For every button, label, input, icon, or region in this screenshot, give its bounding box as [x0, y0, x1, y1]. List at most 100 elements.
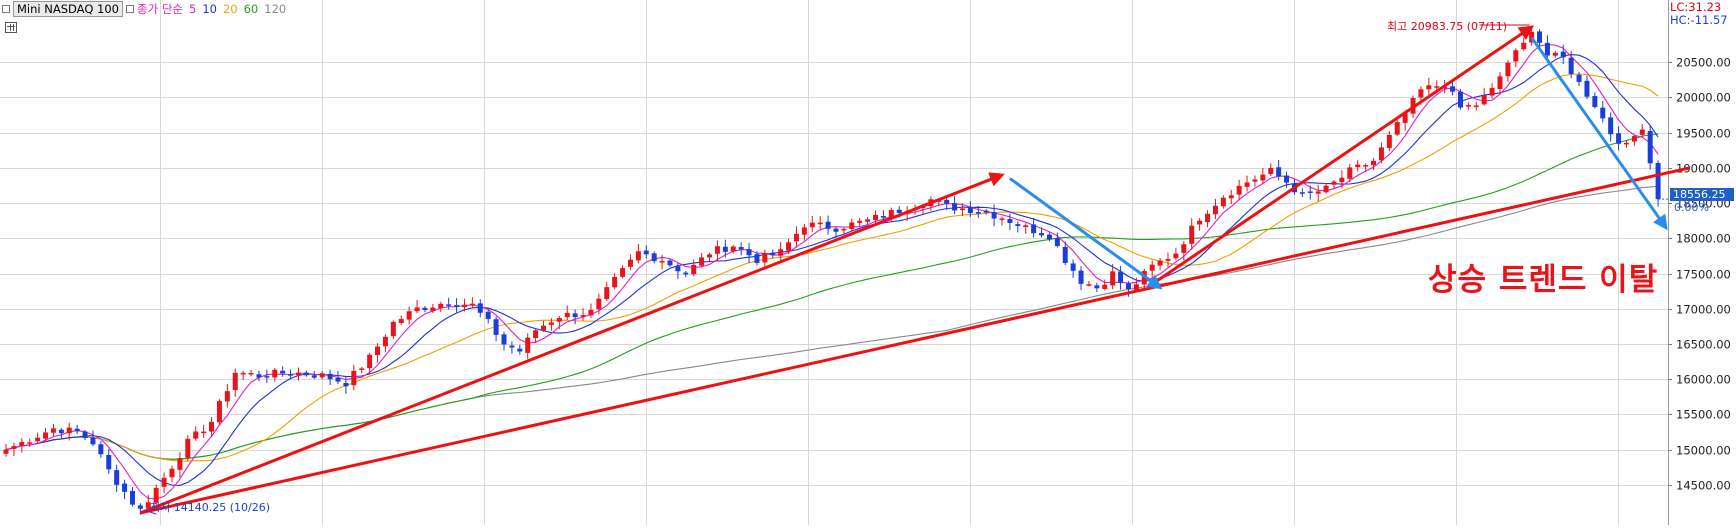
candle-body — [19, 442, 25, 446]
candle-body — [1315, 191, 1321, 194]
candle-body — [675, 266, 681, 272]
candle-body — [3, 449, 9, 454]
candle-body — [216, 401, 222, 423]
candle-body — [446, 304, 452, 306]
candle-body — [74, 428, 80, 432]
candle-body — [1386, 134, 1392, 149]
y-tick-label: 14500.00 — [1676, 479, 1731, 493]
candle-body — [343, 382, 349, 387]
candle-body — [1497, 76, 1503, 90]
candle-body — [857, 220, 863, 223]
trendline-red — [1151, 25, 1535, 286]
candle-body — [1592, 96, 1598, 108]
candle-body — [1450, 86, 1456, 92]
ma-period-5: 5 — [189, 1, 197, 16]
candle-body — [114, 470, 120, 485]
candle-body — [809, 222, 815, 228]
instrument-title[interactable]: Mini NASDAQ 100 — [13, 0, 124, 17]
candle-body — [1576, 74, 1582, 82]
candle-body — [1631, 136, 1637, 142]
candle-body — [952, 203, 958, 211]
candle-body — [1639, 129, 1645, 135]
candle-body — [888, 209, 894, 219]
candle-body — [967, 207, 973, 214]
ma-line-60 — [5, 133, 1659, 460]
candle-body — [667, 260, 673, 266]
candle-body — [98, 444, 104, 455]
candle-body — [841, 228, 847, 231]
candle-body — [1355, 164, 1361, 168]
candle-body — [509, 345, 515, 348]
y-tick-label: 16000.00 — [1676, 373, 1731, 387]
candle-body — [1260, 174, 1266, 181]
candle-body — [1268, 167, 1274, 175]
candle-body — [975, 211, 981, 214]
candle-body — [714, 246, 720, 254]
candle-body — [1125, 283, 1131, 290]
candle-body — [1181, 244, 1187, 253]
legend-marker-icon — [2, 4, 10, 13]
candle-body — [1007, 219, 1013, 223]
candle-body — [169, 468, 175, 478]
candle-body — [1623, 142, 1629, 145]
candle-body — [485, 311, 491, 319]
candle-body — [612, 276, 618, 288]
current-change-percent: 0.00% — [1674, 201, 1709, 214]
candle-body — [1236, 185, 1242, 195]
candle-body — [1197, 220, 1203, 225]
candle-body — [295, 372, 301, 376]
candle-body — [390, 321, 396, 337]
trendline-red — [140, 166, 1691, 515]
y-tick-label: 16500.00 — [1676, 338, 1731, 352]
lc-value: LC:31.23 — [1670, 0, 1722, 14]
candle-body — [1212, 205, 1218, 215]
candle-body — [1560, 51, 1566, 58]
candle-body — [1426, 85, 1432, 90]
candle-body — [224, 391, 230, 402]
candle-body — [90, 437, 96, 445]
candle-body — [248, 373, 254, 375]
candle-body — [604, 287, 610, 300]
candle-body — [770, 253, 776, 256]
candle-body — [1031, 224, 1037, 234]
candle-body — [817, 222, 823, 225]
candle-body — [1544, 42, 1550, 56]
hc-value: HC:-11.57 — [1670, 13, 1728, 27]
candle-body — [1489, 88, 1495, 96]
candle-body — [66, 427, 72, 434]
candle-body — [865, 219, 871, 222]
candle-body — [1513, 50, 1519, 62]
candle-body — [580, 315, 586, 317]
trendline-red — [139, 172, 1005, 515]
candle-body — [1465, 104, 1471, 107]
trendline-blue — [1009, 177, 1163, 290]
candle-body — [367, 354, 373, 369]
low-annotation: 최저 14140.25 (10/26) — [150, 501, 271, 514]
candle-body — [1481, 95, 1487, 105]
candle-body — [1173, 253, 1179, 259]
candle-body — [319, 373, 325, 378]
candle-body — [620, 268, 626, 277]
candle-body — [1228, 195, 1234, 199]
candle-body — [1473, 105, 1479, 107]
candle-body — [786, 242, 792, 251]
candle-body — [375, 346, 381, 356]
candle-body — [1244, 182, 1250, 187]
candle-body — [422, 307, 428, 311]
candle-body — [288, 374, 294, 376]
legend-marker-icon — [126, 4, 135, 13]
candle-body — [1402, 113, 1408, 123]
candle-body — [1600, 107, 1606, 119]
candle-body — [730, 246, 736, 252]
candle-body — [129, 490, 135, 505]
y-tick-label: 15000.00 — [1676, 444, 1731, 458]
candle-body — [177, 458, 183, 470]
candle-body — [991, 212, 997, 219]
candle-body — [525, 337, 531, 353]
candle-body — [382, 336, 388, 347]
table-icon[interactable] — [5, 22, 17, 33]
candle-body — [643, 250, 649, 255]
indicator-legend: Mini NASDAQ 100 종가 단순 5 10 20 60 120 — [2, 0, 292, 17]
candle-body — [1118, 271, 1124, 283]
